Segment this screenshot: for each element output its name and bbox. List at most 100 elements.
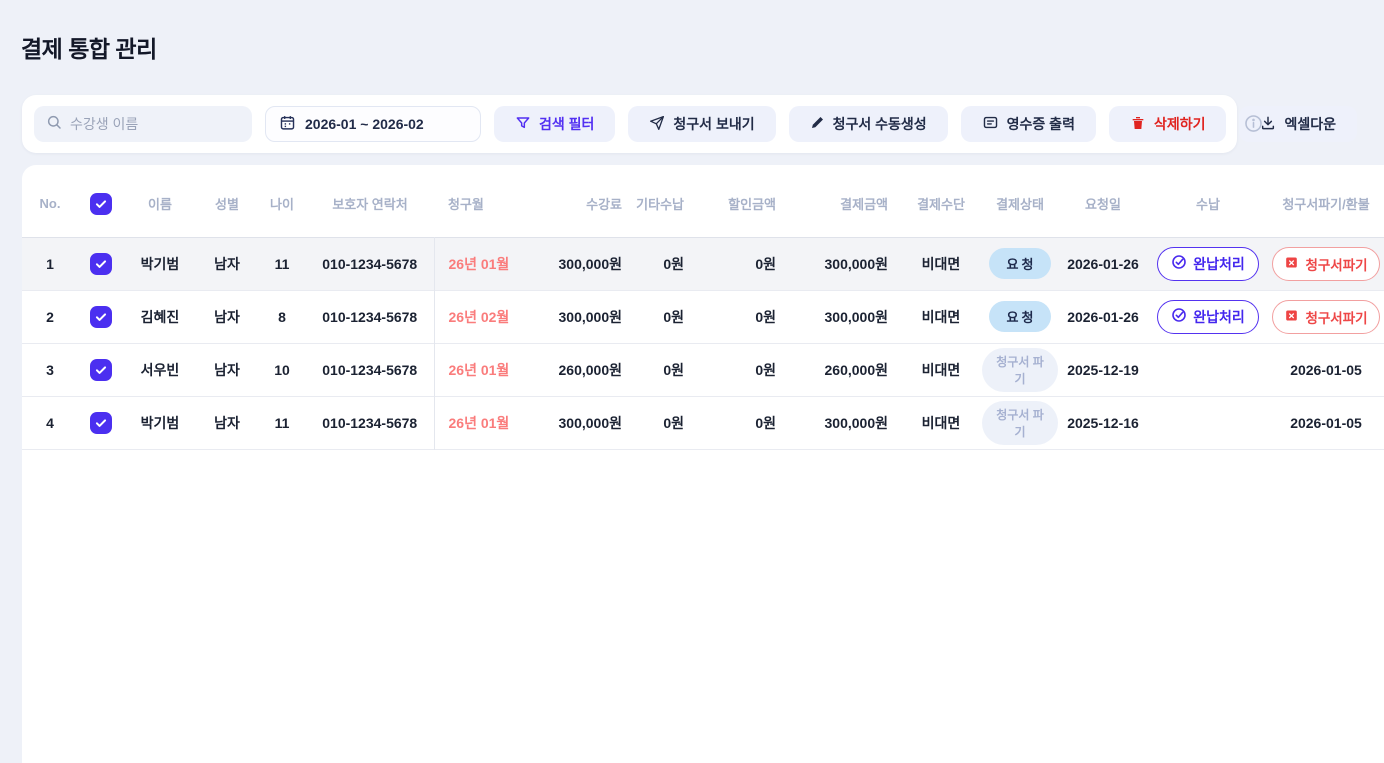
guardian-phone: 010-1234-5678: [306, 237, 435, 290]
bill-month: 26년 01월: [448, 414, 510, 431]
print-receipt-button[interactable]: 영수증 출력: [960, 106, 1096, 142]
header-tuition: 수강료: [586, 197, 622, 213]
header-destroy-refund: 청구서파기/환불: [1282, 197, 1370, 213]
page-title: 결제 통합 관리: [21, 36, 157, 62]
header-status: 결제상태: [996, 197, 1044, 213]
guardian-phone: 010-1234-5678: [306, 343, 435, 396]
info-icon[interactable]: [1244, 114, 1263, 133]
student-name: 박기범: [140, 414, 180, 431]
bill-month: 26년 01월: [448, 361, 510, 378]
pay-amount: 260,000원: [824, 361, 889, 378]
table-row: 4 박기범 남자 11 010-1234-5678 26년 01월 300,00…: [22, 396, 1384, 449]
pay-amount: 300,000원: [824, 255, 889, 272]
header-request-date: 요청일: [1085, 197, 1121, 213]
delete-button[interactable]: 삭제하기: [1108, 106, 1227, 142]
date-range-field[interactable]: 2026-01 ~ 2026-02: [265, 106, 481, 142]
header-bill-month: 청구월: [448, 197, 484, 213]
status-badge: 청구서 파기: [982, 400, 1058, 445]
receipt-cell: 완납처리: [1148, 237, 1268, 290]
row-select: [78, 237, 124, 290]
other-fee: 0원: [663, 255, 684, 272]
age: 11: [274, 414, 290, 431]
circle-check-icon: [1171, 254, 1187, 273]
student-name: 박기범: [140, 255, 180, 272]
gender: 남자: [214, 308, 240, 325]
other-fee: 0원: [663, 361, 684, 378]
payments-table-card: No. 이름 성별 나이 보호자 연락처 청구월 수강료 기타수납 할인금액 결…: [22, 165, 1384, 763]
circle-check-icon: [1171, 307, 1187, 326]
bill-month: 26년 01월: [448, 255, 510, 272]
destroy-invoice-button[interactable]: 청구서파기: [1272, 299, 1380, 334]
discount: 0원: [755, 308, 776, 325]
header-gender: 성별: [215, 197, 239, 213]
manual-invoice-button[interactable]: 청구서 수동생성: [788, 106, 948, 142]
excel-download-button[interactable]: 엑셀다운: [1239, 106, 1358, 142]
table-header-row: No. 이름 성별 나이 보호자 연락처 청구월 수강료 기타수납 할인금액 결…: [22, 165, 1384, 237]
send-invoice-button[interactable]: 청구서 보내기: [628, 106, 776, 142]
tuition: 300,000원: [558, 255, 623, 272]
tuition: 300,000원: [558, 414, 623, 431]
search-icon: [46, 114, 62, 135]
receipt-icon: [982, 114, 999, 134]
row-checkbox[interactable]: [90, 411, 112, 434]
status-badge: 요청: [988, 248, 1052, 279]
pay-method: 비대면: [921, 255, 961, 272]
row-checkbox[interactable]: [90, 252, 112, 275]
row-select: [78, 396, 124, 449]
pay-method: 비대면: [921, 361, 961, 378]
pay-status: 청구서 파기: [982, 343, 1058, 396]
select-all-checkbox[interactable]: [90, 192, 112, 215]
date-range-value: 2026-01 ~ 2026-02: [305, 116, 424, 132]
destroy-refund-cell: 청구서파기: [1268, 237, 1384, 290]
pay-method: 비대면: [921, 414, 961, 431]
student-name: 서우빈: [140, 361, 180, 378]
filter-icon: [515, 115, 531, 134]
header-name: 이름: [148, 197, 172, 213]
header-no: No.: [39, 196, 61, 212]
search-input[interactable]: [70, 116, 240, 132]
gender: 남자: [214, 255, 240, 272]
bill-month: 26년 02월: [448, 308, 510, 325]
header-method: 결제수단: [917, 197, 965, 213]
row-checkbox[interactable]: [90, 305, 112, 328]
toolbar: 2026-01 ~ 2026-02 검색 필터 청구서 보내기 청구서 수동생성…: [22, 95, 1358, 153]
table-row: 1 박기범 남자 11 010-1234-5678 26년 01월 300,00…: [22, 237, 1384, 290]
mark-paid-button[interactable]: 완납처리: [1157, 246, 1259, 281]
pay-status: 요청: [982, 237, 1058, 290]
status-badge: 청구서 파기: [982, 347, 1058, 392]
send-icon: [649, 115, 665, 134]
payments-table: No. 이름 성별 나이 보호자 연락처 청구월 수강료 기타수납 할인금액 결…: [22, 165, 1384, 450]
destroy-refund-cell: 2026-01-05: [1290, 414, 1362, 431]
request-date: 2025-12-16: [1067, 414, 1139, 431]
row-no: 3: [46, 361, 54, 378]
request-date: 2026-01-26: [1067, 255, 1139, 272]
discount: 0원: [755, 255, 776, 272]
receipt-cell: [1148, 396, 1268, 449]
other-fee: 0원: [663, 414, 684, 431]
mark-paid-button[interactable]: 완납처리: [1157, 299, 1259, 334]
pay-status: 청구서 파기: [982, 396, 1058, 449]
guardian-phone: 010-1234-5678: [306, 396, 435, 449]
receipt-cell: [1148, 343, 1268, 396]
destroy-refund-cell: 청구서파기: [1268, 290, 1384, 343]
search-box[interactable]: [34, 106, 252, 142]
table-row: 2 김혜진 남자 8 010-1234-5678 26년 02월 300,000…: [22, 290, 1384, 343]
destroy-refund-cell: 2026-01-05: [1290, 361, 1362, 378]
header-phone: 보호자 연락처: [332, 197, 408, 213]
destroy-invoice-button[interactable]: 청구서파기: [1272, 246, 1380, 281]
age: 10: [274, 361, 290, 378]
age: 8: [278, 308, 286, 325]
header-other: 기타수납: [636, 197, 684, 213]
table-row: 3 서우빈 남자 10 010-1234-5678 26년 01월 260,00…: [22, 343, 1384, 396]
student-name: 김혜진: [140, 308, 180, 325]
gender: 남자: [214, 414, 240, 431]
header-receipt: 수납: [1196, 197, 1220, 213]
pay-amount: 300,000원: [824, 308, 889, 325]
search-filter-button[interactable]: 검색 필터: [494, 106, 616, 142]
discount: 0원: [755, 414, 776, 431]
pencil-icon: [810, 115, 825, 133]
trash-icon: [1130, 115, 1146, 134]
row-checkbox[interactable]: [90, 358, 112, 381]
discount: 0원: [755, 361, 776, 378]
status-badge: 요청: [988, 301, 1052, 332]
